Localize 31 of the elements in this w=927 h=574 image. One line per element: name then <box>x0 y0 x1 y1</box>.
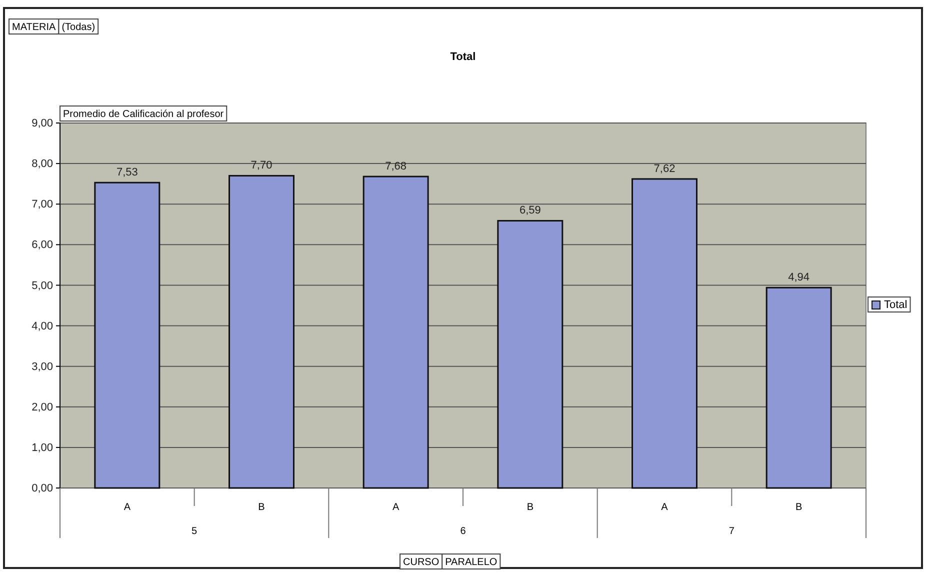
y-tick-label: 2,00 <box>32 401 53 414</box>
y-tick-label: 6,00 <box>32 239 53 252</box>
text: 6,59 <box>519 204 541 217</box>
x-tick-label: A <box>124 502 131 513</box>
text: 4,94 <box>788 272 810 284</box>
legend-label: Total <box>884 299 908 311</box>
text: 5 <box>192 526 198 537</box>
y-tick-label: 7,00 <box>32 198 53 211</box>
x-tick-label: B <box>258 502 266 513</box>
y-tick-label: 5,00 <box>32 280 53 292</box>
text: 6 <box>460 526 466 537</box>
y-tick-label: 1,00 <box>32 442 53 454</box>
y-tick-label: 4,00 <box>32 320 53 332</box>
y-tick-label: 8,00 <box>32 158 53 170</box>
text: 7,53 <box>116 166 138 179</box>
y-axis-title: Promedio de Calificación al profesor <box>63 109 224 120</box>
y-tick-label: 9,00 <box>32 118 53 130</box>
x-tick-label: B <box>795 502 802 513</box>
y-tick-label: 3,00 <box>32 360 53 373</box>
text: 7,68 <box>385 160 407 173</box>
x-tick-label: B <box>526 502 534 513</box>
x-tick-label: A <box>392 502 400 513</box>
text: 7 <box>728 526 735 537</box>
text: 7,62 <box>654 162 676 175</box>
text: (Todas) <box>62 22 96 33</box>
text: MATERIA <box>12 22 56 33</box>
text: PARALELO <box>445 557 498 568</box>
y-tick-label: 0,00 <box>32 482 53 495</box>
text: CURSO <box>403 557 440 568</box>
chart-title: Total <box>450 51 476 63</box>
x-tick-label: A <box>661 502 668 513</box>
